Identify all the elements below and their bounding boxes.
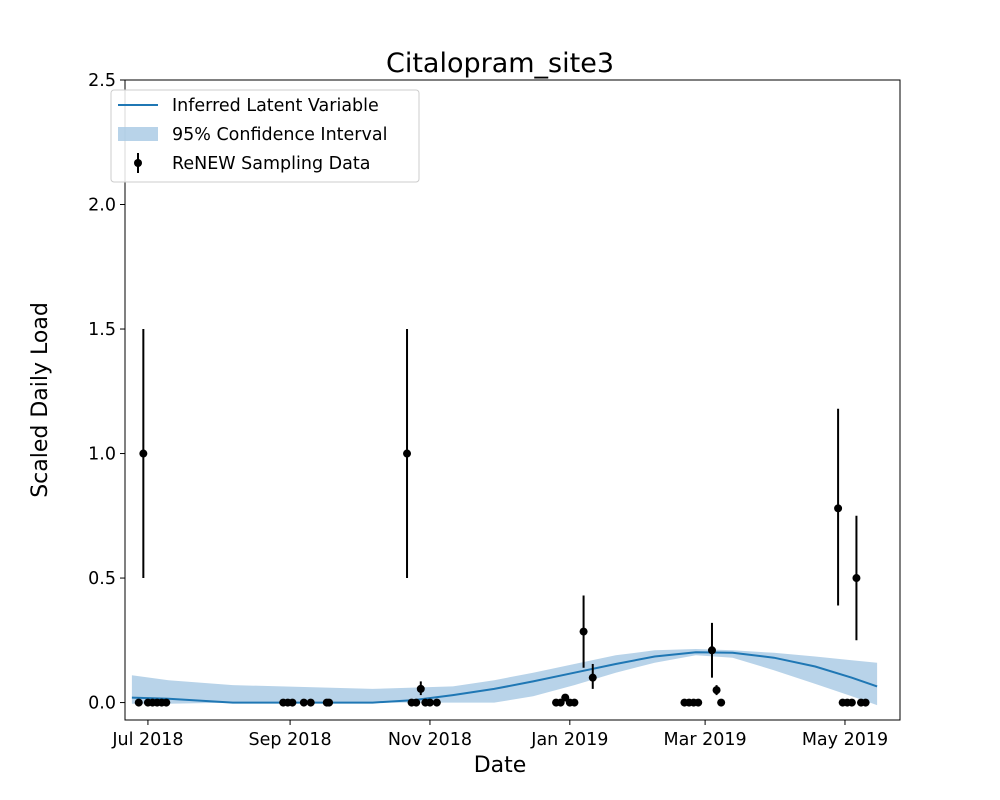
sample-point xyxy=(694,698,703,707)
sample-point xyxy=(570,698,579,707)
sample-point xyxy=(852,574,861,583)
axis-ticks: Jul 2018 Sep 2018 Nov 2018 Jan 2019 Mar 2019… xyxy=(88,71,888,750)
plot-frame xyxy=(124,79,901,721)
sample-point xyxy=(707,646,716,655)
sample-point xyxy=(588,673,597,682)
plot-area xyxy=(131,329,878,707)
x-tick-label: Jul 2018 xyxy=(111,730,183,750)
sample-point xyxy=(134,698,143,707)
sample-point xyxy=(425,698,434,707)
sample-point xyxy=(306,698,315,707)
y-tick-label: 2.5 xyxy=(88,71,116,91)
legend: Inferred Latent Variable 95% Confidence … xyxy=(110,89,420,183)
y-tick-label: 1.5 xyxy=(88,320,116,340)
sample-point xyxy=(412,698,421,707)
sample-point xyxy=(717,698,726,707)
legend-label-confidence: 95% Confidence Interval xyxy=(172,125,387,145)
y-tick-label: 1.0 xyxy=(88,445,116,465)
sample-point xyxy=(162,698,171,707)
sample-point xyxy=(325,698,334,707)
x-tick-label: May 2019 xyxy=(802,730,888,750)
sample-point xyxy=(834,504,843,513)
x-axis-label: Date xyxy=(474,753,527,778)
chart-title: Citalopram_site3 xyxy=(386,48,614,79)
sample-point xyxy=(416,684,425,693)
x-tick-label: Sep 2018 xyxy=(249,730,332,750)
sample-point xyxy=(288,698,297,707)
x-tick-label: Mar 2019 xyxy=(664,730,747,750)
sample-point xyxy=(139,449,148,458)
legend-band-swatch xyxy=(118,127,158,141)
confidence-band xyxy=(131,649,878,706)
sample-point xyxy=(403,449,412,458)
sample-point xyxy=(861,698,870,707)
y-tick-label: 0.0 xyxy=(88,694,116,714)
sample-point xyxy=(432,698,441,707)
legend-frame xyxy=(110,89,420,183)
sample-point xyxy=(579,627,588,636)
sample-point xyxy=(712,686,721,695)
legend-label-latent: Inferred Latent Variable xyxy=(172,96,379,116)
y-tick-label: 0.5 xyxy=(88,569,116,589)
sample-point xyxy=(847,698,856,707)
legend-point-swatch xyxy=(134,159,142,167)
sample-point xyxy=(299,698,308,707)
legend-label-samples: ReNEW Sampling Data xyxy=(172,154,370,174)
x-tick-label: Jan 2019 xyxy=(530,730,608,750)
y-tick-label: 2.0 xyxy=(88,196,116,216)
x-tick-label: Nov 2018 xyxy=(388,730,472,750)
y-axis-label: Scaled Daily Load xyxy=(28,302,53,498)
